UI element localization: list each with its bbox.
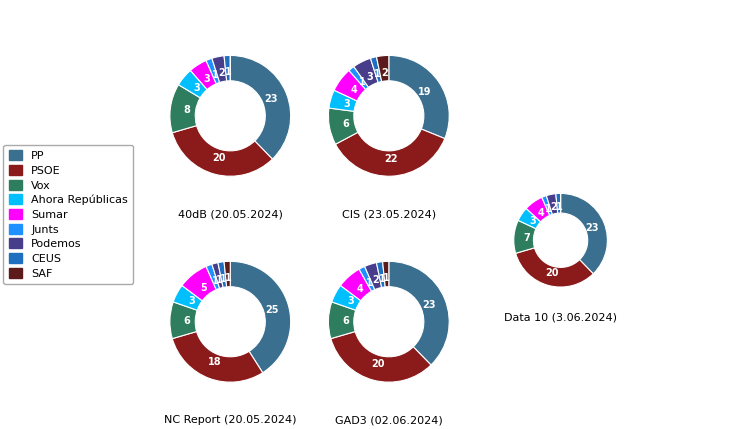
Wedge shape (329, 90, 357, 112)
Wedge shape (218, 262, 226, 287)
Wedge shape (518, 208, 541, 229)
Text: 6: 6 (342, 316, 349, 326)
Text: 1: 1 (220, 274, 227, 284)
Text: 3: 3 (204, 74, 211, 84)
Title: NC Report (20.05.2024): NC Report (20.05.2024) (164, 415, 297, 426)
Text: 20: 20 (545, 268, 559, 278)
Wedge shape (389, 55, 449, 139)
Text: 4: 4 (350, 85, 357, 95)
Wedge shape (206, 58, 220, 84)
Text: 1: 1 (366, 278, 373, 288)
Text: 1: 1 (225, 273, 232, 283)
Text: 1: 1 (545, 204, 552, 214)
Text: 3: 3 (529, 216, 536, 227)
Text: 1: 1 (211, 70, 218, 80)
Text: 3: 3 (193, 83, 200, 93)
Title: CIS (23.05.2024): CIS (23.05.2024) (342, 209, 436, 220)
Text: 25: 25 (265, 305, 279, 314)
Text: 1: 1 (216, 275, 223, 285)
Wedge shape (359, 266, 374, 291)
Text: 3: 3 (347, 296, 354, 306)
Text: 19: 19 (418, 87, 432, 97)
Wedge shape (516, 248, 593, 287)
Legend: PP, PSOE, Vox, Ahora Repúblicas, Sumar, Junts, Podemos, CEUS, SAF: PP, PSOE, Vox, Ahora Repúblicas, Sumar, … (3, 145, 134, 284)
Wedge shape (331, 285, 361, 310)
Text: 1: 1 (384, 273, 390, 283)
Wedge shape (178, 70, 207, 98)
Wedge shape (334, 70, 365, 101)
Wedge shape (328, 108, 358, 144)
Wedge shape (377, 262, 385, 287)
Wedge shape (556, 193, 560, 213)
Text: 1: 1 (556, 202, 562, 211)
Wedge shape (172, 126, 273, 176)
Text: 20: 20 (371, 359, 384, 369)
Wedge shape (547, 193, 558, 214)
Text: 2: 2 (218, 68, 225, 78)
Text: 4: 4 (357, 284, 363, 294)
Text: 23: 23 (263, 94, 277, 104)
Text: 22: 22 (384, 154, 398, 164)
Text: 5: 5 (200, 283, 207, 293)
Wedge shape (542, 196, 553, 215)
Text: 2: 2 (550, 202, 557, 212)
Text: 23: 23 (585, 223, 599, 233)
Wedge shape (212, 56, 226, 82)
Wedge shape (182, 266, 216, 301)
Wedge shape (341, 269, 371, 301)
Wedge shape (230, 261, 291, 373)
Text: 6: 6 (343, 119, 350, 129)
Text: 18: 18 (208, 357, 222, 368)
Wedge shape (224, 55, 230, 81)
Wedge shape (170, 302, 197, 338)
Wedge shape (230, 55, 291, 159)
Wedge shape (354, 58, 378, 87)
Text: 3: 3 (366, 72, 373, 82)
Wedge shape (383, 261, 389, 287)
Wedge shape (190, 60, 216, 90)
Text: 1: 1 (374, 69, 381, 79)
Text: 4: 4 (538, 208, 544, 218)
Text: 3: 3 (344, 99, 350, 109)
Text: 1: 1 (211, 276, 218, 286)
Wedge shape (206, 264, 220, 290)
Wedge shape (335, 129, 445, 176)
Wedge shape (389, 261, 449, 365)
Wedge shape (328, 302, 356, 338)
Text: 1: 1 (359, 77, 365, 87)
Wedge shape (560, 193, 607, 274)
Title: 40dB (20.05.2024): 40dB (20.05.2024) (178, 209, 282, 220)
Text: 1: 1 (379, 274, 386, 284)
Text: 7: 7 (524, 233, 530, 243)
Text: 8: 8 (183, 105, 190, 115)
Text: 20: 20 (212, 153, 226, 163)
Wedge shape (349, 66, 368, 90)
Wedge shape (514, 221, 536, 253)
Wedge shape (172, 332, 263, 382)
Text: 23: 23 (422, 300, 436, 310)
Wedge shape (377, 55, 389, 82)
Wedge shape (170, 85, 200, 133)
Title: GAD3 (02.06.2024): GAD3 (02.06.2024) (335, 415, 442, 426)
Text: 1: 1 (225, 67, 232, 77)
Wedge shape (526, 197, 550, 222)
Wedge shape (224, 261, 230, 287)
Text: 6: 6 (183, 316, 190, 326)
Wedge shape (365, 263, 382, 290)
Text: 2: 2 (381, 68, 388, 78)
Text: 2: 2 (372, 275, 379, 285)
Wedge shape (371, 57, 382, 82)
Wedge shape (173, 285, 202, 310)
Title: Data 10 (3.06.2024): Data 10 (3.06.2024) (504, 313, 617, 323)
Wedge shape (212, 263, 223, 288)
Wedge shape (331, 332, 431, 382)
Text: 3: 3 (189, 296, 196, 306)
